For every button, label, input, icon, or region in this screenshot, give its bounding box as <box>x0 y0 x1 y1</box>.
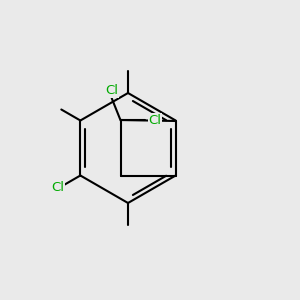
Text: Cl: Cl <box>51 181 64 194</box>
Text: Cl: Cl <box>148 114 162 127</box>
Text: Cl: Cl <box>105 84 118 97</box>
